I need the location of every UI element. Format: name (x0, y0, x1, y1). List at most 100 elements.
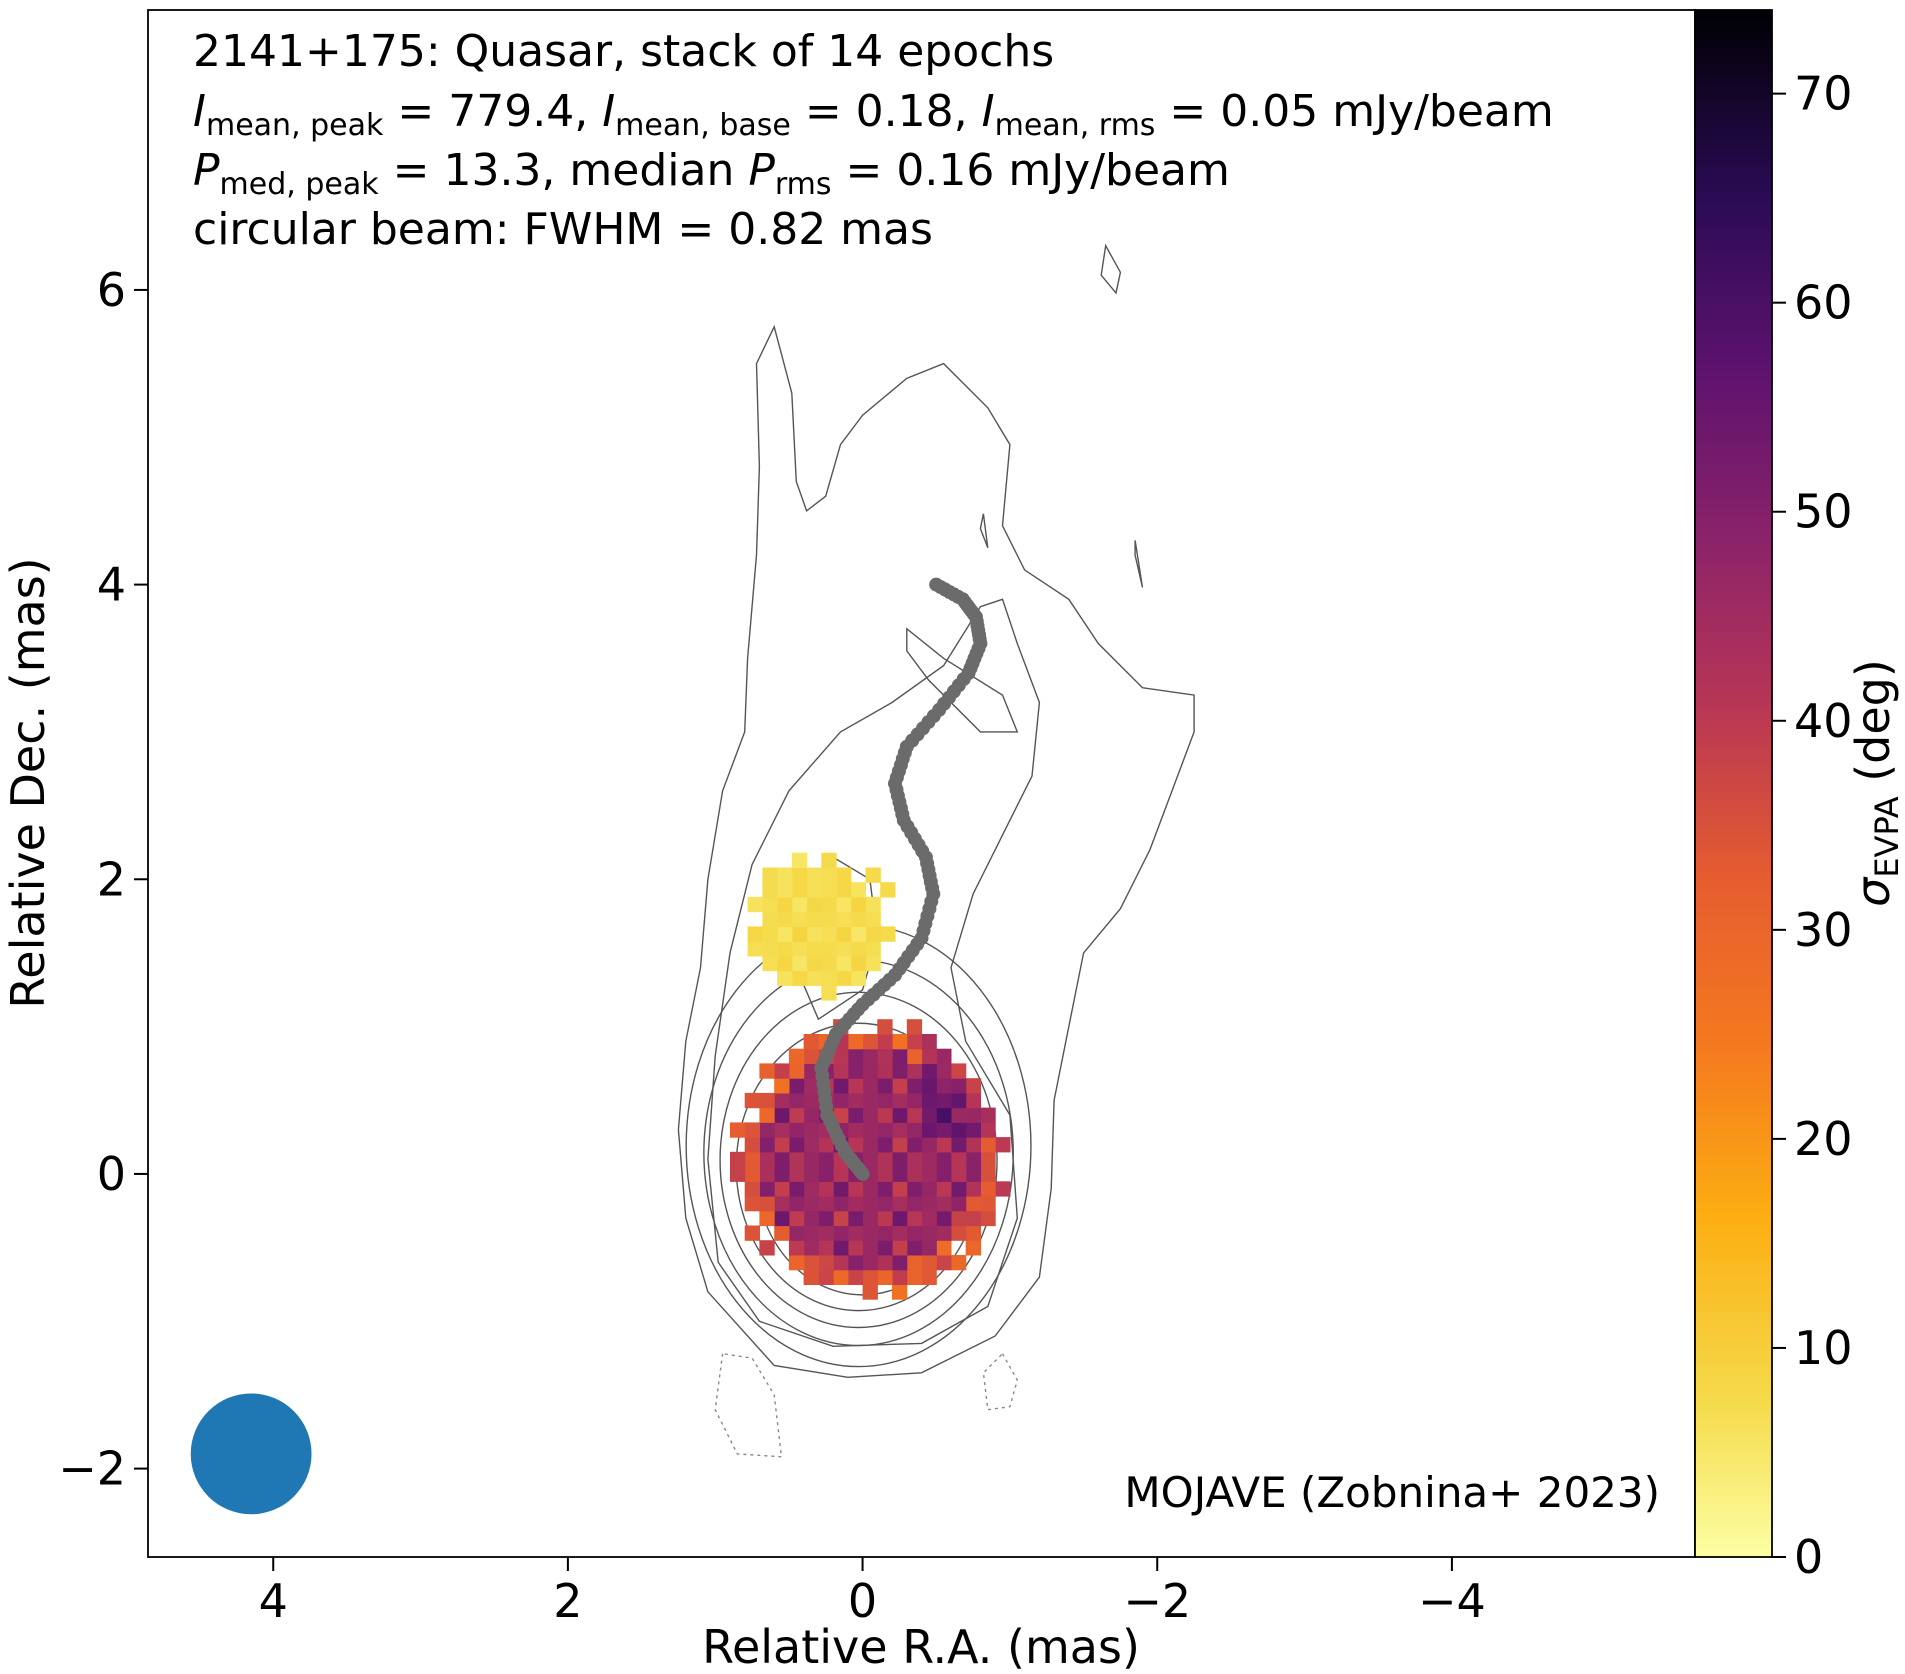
evpa-pixel (906, 1210, 923, 1227)
evpa-pixel (803, 1240, 819, 1256)
evpa-pixel (862, 1284, 878, 1300)
evpa-pixel (759, 1137, 775, 1153)
evpa-pixel (980, 1196, 996, 1212)
contour-island (979, 513, 989, 549)
evpa-pixel (892, 1255, 908, 1271)
evpa-pixel (850, 911, 867, 927)
y-tick-label: −2 (58, 1442, 126, 1496)
evpa-pixel (759, 1107, 775, 1123)
header-text: 2141+175: Quasar, stack of 14 epochs Ime… (193, 26, 1554, 255)
evpa-pixel (762, 867, 778, 883)
evpa-pixel (833, 1166, 849, 1182)
evpa-pixel (833, 1063, 849, 1079)
evpa-pixel (744, 1181, 760, 1197)
evpa-pixel (965, 1181, 981, 1197)
evpa-pixel (806, 896, 822, 913)
y-tick-label: 0 (97, 1147, 126, 1201)
evpa-pixel (880, 926, 896, 942)
evpa-pixel (762, 955, 778, 972)
evpa-pixel (892, 1240, 908, 1256)
evpa-pixel (862, 1196, 878, 1212)
evpa-pixel (730, 1151, 746, 1168)
evpa-pixel (803, 1092, 819, 1109)
evpa-pixel (862, 1255, 878, 1271)
evpa-pixel (759, 1166, 775, 1182)
evpa-pixel (847, 1063, 864, 1079)
evpa-pixel (892, 1210, 908, 1227)
evpa-pixel (906, 1196, 923, 1212)
evpa-pixel (877, 1063, 893, 1079)
evpa-pixel (892, 1181, 908, 1197)
evpa-pixel (821, 985, 837, 1001)
evpa-pixel (806, 911, 822, 927)
evpa-pixel (877, 1225, 893, 1241)
evpa-pixel (762, 941, 778, 957)
evpa-pixel (862, 1240, 878, 1256)
evpa-pixel (936, 1225, 952, 1241)
evpa-pixel (865, 896, 881, 913)
colorbar-tick-label: 50 (1794, 485, 1853, 539)
evpa-pixel (892, 1225, 908, 1241)
evpa-pixel (850, 941, 867, 957)
evpa-pixel (803, 1225, 819, 1241)
evpa-pixel (777, 911, 793, 927)
evpa-pixel (906, 1034, 923, 1050)
evpa-pixel (847, 1078, 864, 1094)
evpa-pixel (877, 1196, 893, 1212)
evpa-pixel (836, 911, 852, 927)
evpa-pixel (774, 1078, 790, 1094)
evpa-pixel (803, 1210, 819, 1227)
evpa-pixel (965, 1151, 981, 1168)
evpa-pixel (865, 941, 881, 957)
evpa-pixel (821, 911, 837, 927)
evpa-pixel (774, 1063, 790, 1079)
evpa-pixel (995, 1181, 1011, 1197)
evpa-pixel (951, 1122, 967, 1138)
header-line-1: 2141+175: Quasar, stack of 14 epochs (193, 26, 1054, 77)
evpa-pixel (730, 1166, 746, 1182)
ridge-point (929, 577, 944, 592)
evpa-pixel (980, 1107, 996, 1123)
evpa-pixel (759, 1092, 775, 1109)
evpa-pixel (936, 1151, 952, 1168)
evpa-pixel (936, 1107, 952, 1123)
evpa-pixel (833, 1240, 849, 1256)
evpa-pixel (892, 1151, 908, 1168)
evpa-pixel (833, 1078, 849, 1094)
evpa-pixel (865, 926, 881, 942)
evpa-pixel (788, 1151, 805, 1168)
evpa-pixel (936, 1092, 952, 1109)
evpa-pixel (921, 1196, 937, 1212)
evpa-pixel (774, 1166, 790, 1182)
evpa-pixel (936, 1181, 952, 1197)
contour-negative (714, 1352, 783, 1458)
x-tick-label: 0 (848, 1574, 877, 1628)
evpa-pixel (980, 1210, 996, 1227)
evpa-pixel (774, 1181, 790, 1197)
evpa-pixel (877, 1034, 893, 1050)
evpa-pixel (877, 1107, 893, 1123)
evpa-pixel (865, 867, 881, 883)
evpa-pixel (806, 955, 822, 972)
evpa-pixel (777, 882, 793, 898)
evpa-pixel (759, 1181, 775, 1197)
evpa-pixel (906, 1137, 923, 1153)
evpa-pixel (862, 1137, 878, 1153)
evpa-pixel (836, 867, 852, 883)
evpa-pixel (821, 941, 837, 957)
evpa-pixel (951, 1196, 967, 1212)
evpa-pixel (803, 1166, 819, 1182)
evpa-pixel (744, 1122, 760, 1138)
evpa-pixel (818, 1210, 834, 1227)
evpa-pixel (850, 970, 867, 986)
evpa-pixel (791, 896, 808, 913)
evpa-pixel (833, 1269, 849, 1285)
evpa-pixel (821, 970, 837, 986)
evpa-pixel (847, 1092, 864, 1109)
evpa-pixel (759, 1122, 775, 1138)
evpa-pixel (921, 1269, 937, 1285)
evpa-pixel (744, 1092, 760, 1109)
evpa-pixel (877, 1151, 893, 1168)
evpa-pixel (921, 1151, 937, 1168)
evpa-pixel (791, 852, 808, 868)
